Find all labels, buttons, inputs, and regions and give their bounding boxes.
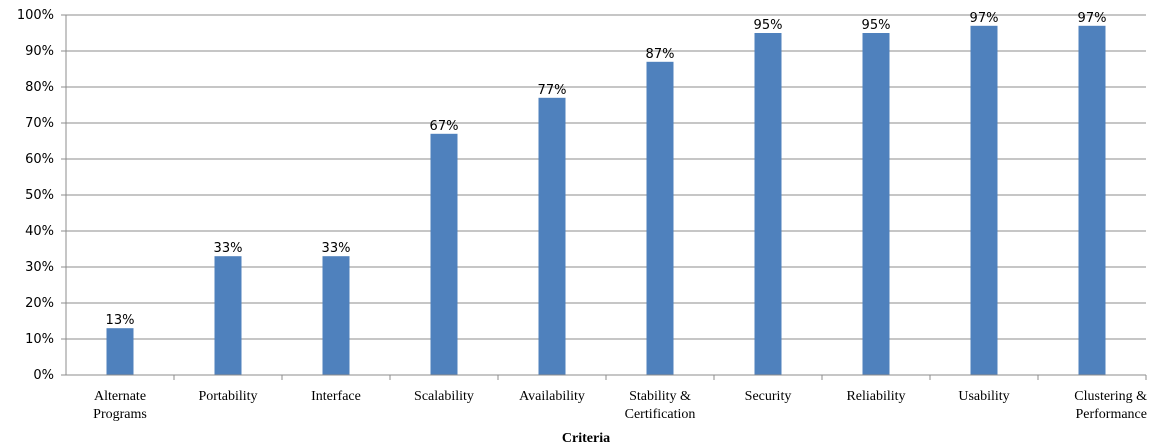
bar xyxy=(970,25,998,376)
bar xyxy=(322,256,350,375)
data-label: 13% xyxy=(106,313,135,328)
data-label: 95% xyxy=(754,18,783,33)
data-label: 33% xyxy=(322,241,351,256)
y-tick-label: 50% xyxy=(25,188,54,203)
y-tick-label: 30% xyxy=(25,260,54,275)
data-label: 67% xyxy=(430,119,459,134)
category-label: Clustering & xyxy=(1074,389,1147,404)
bar xyxy=(754,33,782,375)
data-labels: 13% 33% 33% 67% 77% 87% 95% 95% 97% 97% xyxy=(106,11,1107,328)
category-label: Availability xyxy=(519,389,585,404)
data-label: 97% xyxy=(1078,11,1107,26)
y-tick-label: 100% xyxy=(17,8,54,23)
bar xyxy=(1078,25,1106,376)
bar xyxy=(214,256,242,375)
y-tick-label: 90% xyxy=(25,44,54,59)
category-label: Performance xyxy=(1075,407,1147,422)
bar xyxy=(430,133,458,375)
data-label: 33% xyxy=(214,241,243,256)
category-label: Stability & xyxy=(629,389,691,404)
category-label: Scalability xyxy=(414,389,474,404)
y-tick-label: 70% xyxy=(25,116,54,131)
bar xyxy=(106,328,134,375)
y-tick-label: 20% xyxy=(25,296,54,311)
x-axis-title: Criteria xyxy=(562,431,610,446)
bar xyxy=(538,97,566,376)
y-tick-label: 10% xyxy=(25,332,54,347)
category-label: Alternate xyxy=(94,389,146,404)
y-tick-label: 40% xyxy=(25,224,54,239)
category-label: Security xyxy=(745,389,792,404)
x-axis-categories: Alternate Programs Portability Interface Sca… xyxy=(93,389,1147,422)
grid-lines xyxy=(61,14,1147,380)
category-label: Reliability xyxy=(846,389,905,404)
y-tick-label: 0% xyxy=(33,368,54,383)
y-tick-label: 60% xyxy=(25,152,54,167)
data-label: 95% xyxy=(862,18,891,33)
category-label: Portability xyxy=(198,389,257,404)
y-axis-ticks: 0% 10% 20% 30% 40% 50% 60% 70% 80% 90% 100% xyxy=(17,8,54,383)
category-label: Interface xyxy=(311,389,361,404)
bars xyxy=(106,25,1106,376)
data-label: 77% xyxy=(538,83,567,98)
category-label: Certification xyxy=(625,407,696,422)
category-label: Usability xyxy=(958,389,1009,404)
bar xyxy=(646,61,674,376)
data-label: 87% xyxy=(646,47,675,62)
bar xyxy=(862,33,890,375)
category-label: Programs xyxy=(93,407,147,422)
y-tick-label: 80% xyxy=(25,80,54,95)
data-label: 97% xyxy=(970,11,999,26)
